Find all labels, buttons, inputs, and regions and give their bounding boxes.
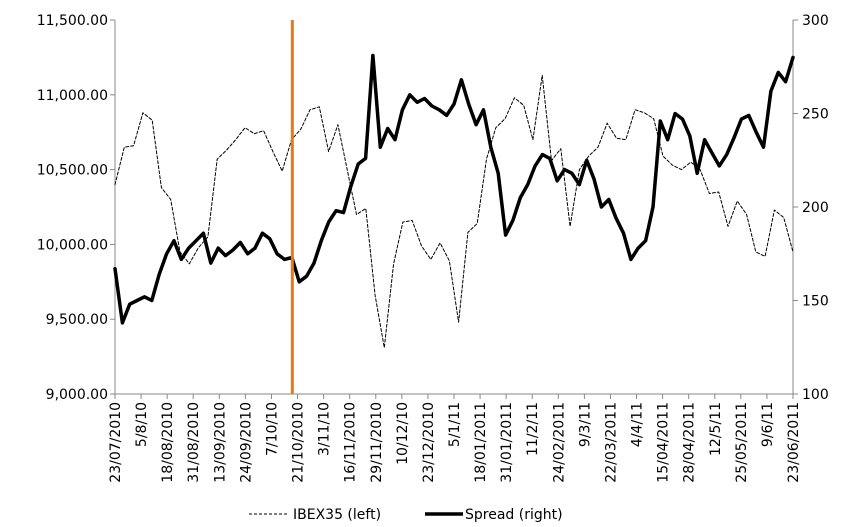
left-tick-label: 11,000.00 — [37, 88, 108, 104]
left-tick-label: 11,500.00 — [37, 13, 108, 29]
right-axis-ticks: 100 150 200 250 300 — [793, 13, 829, 403]
x-tick-label: 9/6/11 — [760, 402, 776, 447]
x-tick-label: 3/11/10 — [317, 402, 333, 456]
x-tick-label: 23/07/2010 — [108, 402, 124, 483]
x-tick-label: 24/09/2010 — [238, 402, 254, 483]
x-tick-label: 23/06/2011 — [786, 402, 802, 483]
right-tick-label: 200 — [802, 200, 829, 216]
right-tick-label: 250 — [802, 107, 829, 123]
x-tick-label: 21/10/2010 — [291, 402, 307, 483]
x-tick-label: 28/04/2011 — [682, 402, 698, 483]
series-line-ibex35 — [114, 74, 794, 349]
x-axis-ticks: 23/07/2010 5/8/10 18/08/2010 31/08/2010 13/0… — [108, 394, 802, 483]
x-tick-label: 18/01/2011 — [473, 402, 489, 483]
x-tick-label: 4/4/11 — [630, 402, 646, 447]
left-tick-label: 9,000.00 — [46, 387, 108, 403]
x-tick-label: 18/08/2010 — [160, 402, 176, 483]
right-tick-label: 150 — [802, 294, 829, 310]
left-tick-label: 10,500.00 — [37, 163, 108, 179]
x-tick-label: 16/11/2010 — [343, 402, 359, 483]
legend-label-ibex35: IBEX35 (left) — [293, 507, 381, 523]
legend-label-spread: Spread (right) — [465, 507, 563, 523]
x-tick-label: 5/8/10 — [134, 402, 150, 447]
x-tick-label: 10/12/10 — [395, 402, 411, 465]
x-tick-label: 24/02/2011 — [551, 402, 567, 483]
x-tick-label: 31/01/2011 — [499, 402, 515, 483]
x-tick-label: 7/10/10 — [264, 402, 280, 456]
axes — [114, 20, 794, 395]
x-tick-label: 12/5/11 — [708, 402, 724, 456]
series-layer — [113, 53, 795, 349]
x-tick-label: 22/03/2011 — [603, 402, 619, 483]
x-tick-label: 25/05/2011 — [734, 402, 750, 483]
left-axis-ticks: 9,000.00 9,500.00 10,000.00 10,500.00 11,000… — [37, 13, 115, 403]
x-tick-label: 23/12/2010 — [421, 402, 437, 483]
x-tick-label: 11/2/11 — [525, 402, 541, 456]
series-line-spread — [113, 53, 795, 325]
x-tick-label: 13/09/2010 — [212, 402, 228, 483]
left-tick-label: 10,000.00 — [37, 237, 108, 253]
x-tick-label: 31/08/2010 — [186, 402, 202, 483]
left-tick-label: 9,500.00 — [46, 312, 108, 328]
x-tick-label: 5/1/11 — [447, 402, 463, 447]
right-tick-label: 300 — [802, 13, 829, 29]
x-tick-label: 9/3/11 — [577, 402, 593, 447]
right-tick-label: 100 — [802, 387, 829, 403]
legend: IBEX35 (left) Spread (right) — [249, 507, 563, 523]
x-tick-label: 15/04/2011 — [656, 402, 672, 483]
x-tick-label: 29/11/2010 — [369, 402, 385, 483]
